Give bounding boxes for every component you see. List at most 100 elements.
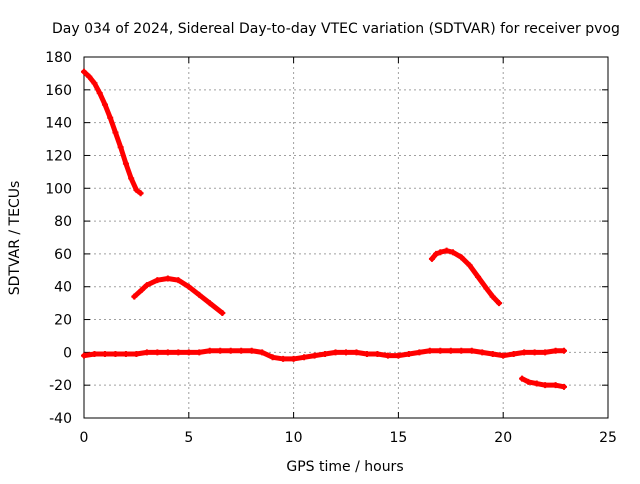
data-point xyxy=(458,347,465,354)
data-point xyxy=(496,300,503,307)
data-point xyxy=(227,347,234,354)
data-point xyxy=(449,249,456,256)
series-near-zero xyxy=(81,347,567,362)
data-point xyxy=(128,175,135,182)
y-tick-label: -40 xyxy=(49,411,72,427)
data-point xyxy=(525,378,532,385)
data-point xyxy=(437,249,444,256)
data-point xyxy=(374,351,381,358)
data-point xyxy=(206,347,213,354)
data-point xyxy=(107,114,114,121)
data-point xyxy=(137,190,144,197)
data-point xyxy=(483,285,490,292)
data-point xyxy=(175,277,182,284)
y-tick-label: 60 xyxy=(54,247,72,263)
data-point xyxy=(343,349,349,356)
chart-title: Day 034 of 2024, Sidereal Day-to-day VTE… xyxy=(52,21,620,37)
data-point xyxy=(290,355,297,362)
data-point xyxy=(269,354,276,361)
data-point xyxy=(332,349,339,356)
data-point xyxy=(280,355,287,362)
series-line xyxy=(81,69,144,196)
x-axis-label: GPS time / hours xyxy=(286,459,403,475)
tick-layer: 0 5 10 15 20 25 -40 -20 0 20 40 60 80 100 120 140 160 180 xyxy=(45,50,617,446)
series-arc-2 xyxy=(131,275,226,316)
series-arc-4 xyxy=(519,375,567,390)
data-point xyxy=(196,291,203,298)
x-tick-label: 0 xyxy=(80,430,89,446)
data-point xyxy=(164,349,171,356)
data-point xyxy=(531,349,538,356)
data-point xyxy=(363,351,370,358)
y-tick-label: 0 xyxy=(63,345,72,361)
data-point xyxy=(219,309,226,316)
data-point xyxy=(117,144,124,151)
y-tick-label: 100 xyxy=(45,181,72,197)
data-point xyxy=(552,347,559,354)
data-point xyxy=(101,351,108,358)
data-point xyxy=(138,287,145,294)
y-tick-label: 140 xyxy=(45,116,72,132)
data-point xyxy=(533,380,540,387)
data-point xyxy=(437,347,444,354)
data-point xyxy=(101,101,108,108)
data-point xyxy=(122,351,129,358)
y-tick-label: -20 xyxy=(49,378,72,394)
data-point xyxy=(475,273,482,280)
data-point xyxy=(433,250,440,257)
data-point xyxy=(542,382,549,389)
data-point xyxy=(217,347,224,354)
data-point xyxy=(560,383,567,390)
data-point xyxy=(185,349,192,356)
data-point xyxy=(416,349,423,356)
data-point xyxy=(542,349,549,356)
data-point xyxy=(91,351,98,358)
data-point xyxy=(489,351,496,358)
data-point xyxy=(175,349,182,356)
data-point xyxy=(468,347,475,354)
series-arc-3 xyxy=(428,247,503,307)
data-point xyxy=(428,255,435,262)
x-tick-label: 10 xyxy=(285,430,303,446)
data-point xyxy=(500,352,507,359)
data-point xyxy=(185,283,192,290)
data-point xyxy=(552,382,559,389)
data-point xyxy=(384,352,391,359)
data-point xyxy=(143,282,150,289)
data-point xyxy=(510,351,517,358)
data-point xyxy=(311,352,318,359)
data-point xyxy=(122,160,129,167)
series-layer xyxy=(81,68,567,390)
plot-frame xyxy=(83,56,609,419)
y-axis-label: SDTVAR / TECUs xyxy=(7,181,23,296)
data-point xyxy=(466,262,473,269)
data-point xyxy=(489,293,496,300)
data-point xyxy=(405,351,412,358)
data-point xyxy=(91,80,98,87)
data-point xyxy=(259,349,266,356)
data-point xyxy=(154,277,161,284)
data-point xyxy=(143,349,150,356)
y-tick-label: 40 xyxy=(54,280,72,296)
data-point xyxy=(443,247,450,254)
data-point xyxy=(322,351,329,358)
data-point xyxy=(86,73,93,80)
data-point xyxy=(395,352,402,359)
data-point xyxy=(164,275,171,282)
y-tick-label: 20 xyxy=(54,313,72,329)
data-point xyxy=(112,351,119,358)
data-point xyxy=(447,347,454,354)
data-point xyxy=(426,347,433,354)
y-tick-label: 160 xyxy=(45,83,72,99)
data-point xyxy=(521,349,528,356)
data-point xyxy=(560,347,567,354)
x-tick-label: 20 xyxy=(494,430,512,446)
data-point xyxy=(301,354,308,361)
data-point xyxy=(112,129,119,136)
series-line xyxy=(131,276,225,316)
data-point xyxy=(131,293,138,300)
data-point xyxy=(519,375,526,382)
x-tick-label: 5 xyxy=(184,430,193,446)
